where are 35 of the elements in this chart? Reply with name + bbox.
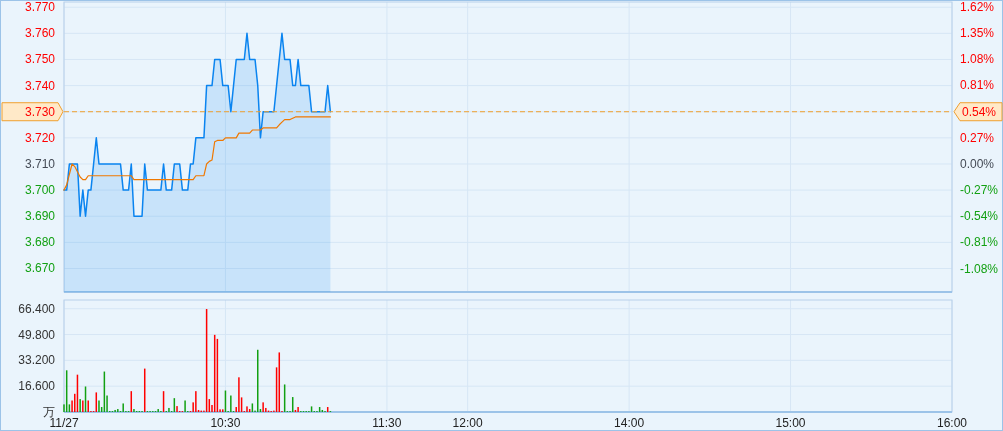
y-tick-label: 3.690 [24,209,56,224]
y2-tick-label: -0.81% [960,235,999,250]
y-tick-label: 3.670 [24,261,56,276]
y2-tick-label: 0.00% [960,156,995,171]
x-tick-label: 16:00 [936,416,968,430]
y-tick-label: 3.740 [24,78,56,93]
y2-tick-label: 1.35% [960,26,995,41]
text: 0.54% [962,105,997,120]
y-tick-label: 3.770 [24,0,56,15]
y-tick-label: 49.800 [18,327,56,342]
x-tick-label: 11/27 [49,416,79,430]
y-tick-label: 3.710 [24,156,56,171]
y-tick-label: 66.400 [18,301,56,316]
ref-line-label: 3.730 [24,105,56,120]
x-tick-label: 15:00 [775,416,806,430]
y2-tick-label: -1.08% [960,261,999,276]
x-tick-label: 11:30 [372,416,402,430]
y-tick-label: 3.750 [24,52,56,67]
line-series [63,116,331,191]
y2-tick-label: 1.62% [960,0,995,14]
y-tick-label: 16.600 [18,379,56,394]
x-tick-label: 12:00 [452,416,483,430]
y2-tick-label: -0.27% [960,183,999,198]
y2-tick-label: -0.54% [960,209,999,224]
y-tick-label: 3.700 [24,183,56,198]
x-tick-label: 10:30 [210,416,241,430]
y-tick-label: 万 [43,405,55,419]
y2-tick-label: 0.81% [960,78,995,93]
y-tick-label: 3.720 [24,130,56,145]
y-tick-label: 3.760 [24,26,56,41]
x-tick-label: 14:00 [614,416,645,430]
y2-tick-label: 1.08% [960,52,995,67]
y-tick-label: 3.680 [24,235,56,250]
y2-tick-label: 0.27% [960,130,995,145]
y-tick-label: 33.200 [18,353,56,368]
